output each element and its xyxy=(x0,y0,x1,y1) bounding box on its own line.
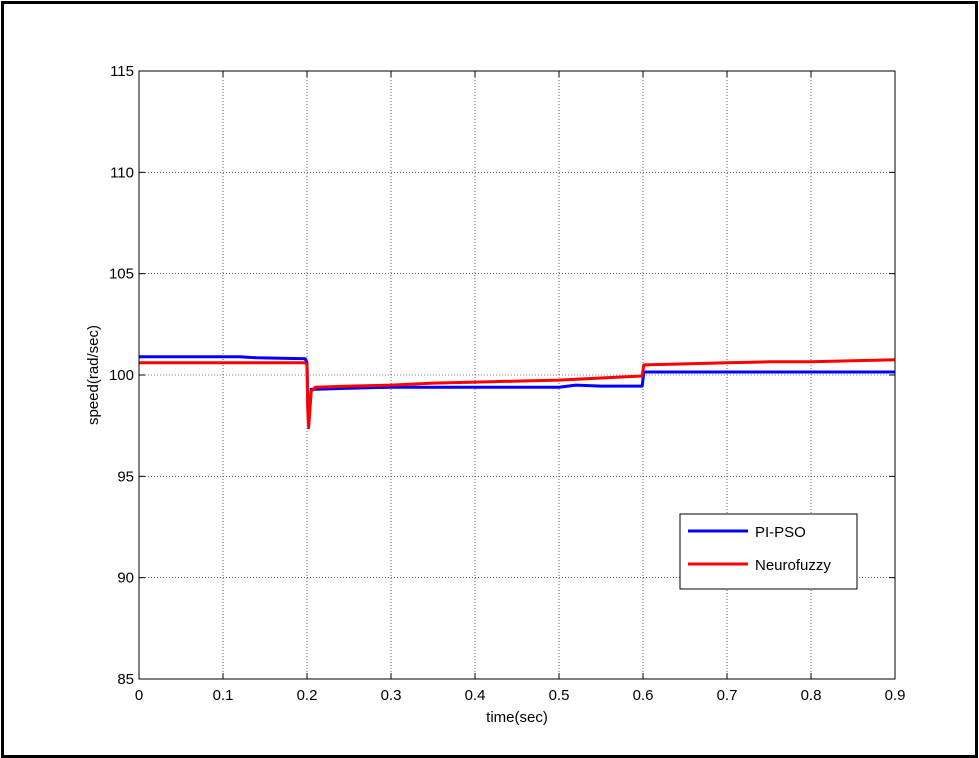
x-tick-label: 0.9 xyxy=(885,687,906,704)
x-tick-label: 0.7 xyxy=(717,687,738,704)
y-tick-label: 110 xyxy=(110,164,134,181)
grid-lines xyxy=(139,71,895,679)
x-tick-label: 0.6 xyxy=(633,687,654,704)
y-tick-label: 100 xyxy=(109,367,134,384)
legend-box xyxy=(679,513,858,590)
y-axis-label: speed(rad/sec) xyxy=(85,325,102,425)
series-line-neurofuzzy xyxy=(139,358,896,430)
y-tick-label: 95 xyxy=(117,468,134,485)
y-tick-label: 115 xyxy=(110,63,134,80)
series-layer xyxy=(139,355,896,430)
x-tick-label: 0.4 xyxy=(465,687,486,704)
x-tick-label: 0.3 xyxy=(381,687,402,704)
x-tick-label: 0.8 xyxy=(801,687,822,704)
legend-label-pi-pso: PI-PSO xyxy=(755,524,806,541)
x-tick-label: 0.2 xyxy=(297,687,318,704)
y-tick-label: 105 xyxy=(109,266,134,283)
x-tick-label: 0 xyxy=(135,687,143,704)
x-tick-labels: 0 0.1 0.2 0.3 0.4 0.5 0.6 0.7 0.8 0.9 xyxy=(135,687,906,704)
y-tick-label: 90 xyxy=(117,570,134,587)
legend: PI-PSO Neurofuzzy xyxy=(679,513,858,590)
x-tick-label: 0.5 xyxy=(549,687,570,704)
y-tick-labels: 85 90 95 100 105 110 115 xyxy=(109,63,134,688)
y-tick-label: 85 xyxy=(117,671,134,688)
x-axis-label: time(sec) xyxy=(486,709,548,726)
x-tick-label: 0.1 xyxy=(213,687,234,704)
series-line-pi-pso xyxy=(139,355,895,426)
axis-ticks xyxy=(138,70,896,680)
legend-label-neurofuzzy: Neurofuzzy xyxy=(755,557,831,574)
